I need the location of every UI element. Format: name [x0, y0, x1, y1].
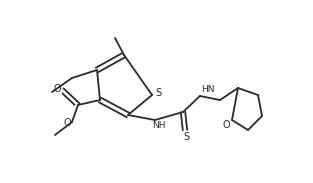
Text: HN: HN: [201, 85, 215, 94]
Text: O: O: [222, 120, 230, 130]
Text: NH: NH: [152, 122, 166, 130]
Text: O: O: [53, 84, 61, 94]
Text: S: S: [183, 132, 189, 142]
Text: S: S: [155, 88, 161, 98]
Text: O: O: [63, 118, 71, 128]
